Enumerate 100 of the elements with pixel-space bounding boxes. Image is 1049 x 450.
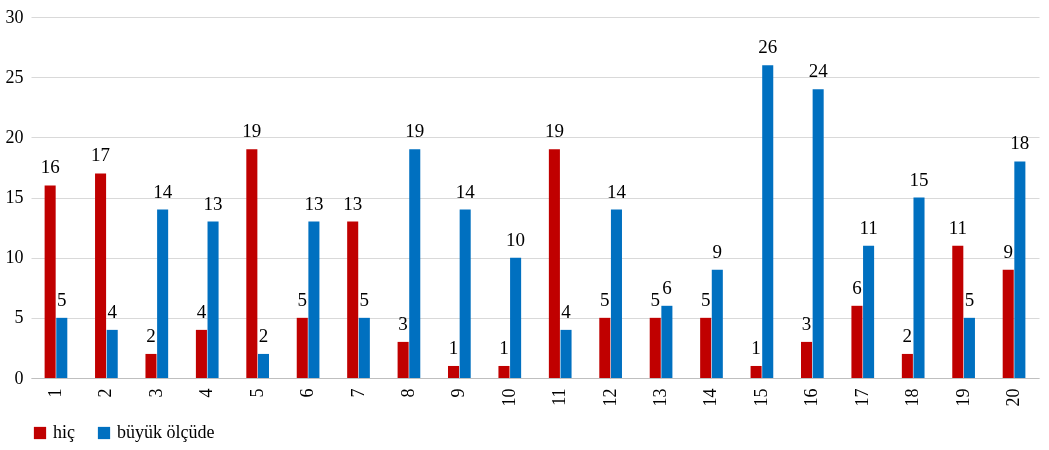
data-label: 6: [662, 276, 672, 298]
data-label: 4: [196, 300, 207, 322]
bar: [548, 149, 560, 378]
bar: [448, 365, 460, 378]
data-label: 13: [304, 192, 324, 214]
bar: [649, 317, 661, 378]
bar: [358, 317, 370, 378]
data-label: 15: [909, 168, 929, 190]
legend-label: hiç: [53, 422, 75, 442]
y-tick-label: 25: [5, 66, 24, 87]
data-label: 14: [455, 180, 476, 202]
bar: [762, 65, 774, 378]
x-tick-label: 17: [851, 388, 872, 407]
x-tick-label: 11: [549, 388, 570, 406]
x-tick-label: 10: [498, 388, 519, 407]
data-label: 3: [398, 312, 408, 334]
bar: [157, 209, 169, 378]
data-label: 9: [1003, 240, 1013, 262]
bar: [863, 245, 875, 378]
bar: [95, 173, 107, 378]
x-tick-label: 1: [44, 388, 65, 398]
bar: [207, 221, 219, 378]
data-label: 6: [852, 276, 862, 298]
data-label: 2: [902, 324, 913, 346]
data-label: 2: [258, 324, 269, 346]
data-label: 19: [544, 120, 564, 142]
data-label: 10: [506, 228, 526, 250]
bar: [901, 353, 913, 378]
data-label: 4: [107, 300, 118, 322]
data-label: 9: [712, 240, 723, 262]
data-label: 18: [1010, 132, 1030, 154]
data-label: 19: [405, 120, 425, 142]
data-label: 11: [859, 216, 878, 238]
bar: [246, 149, 258, 378]
x-tick-label: 5: [246, 388, 267, 398]
data-label: 16: [40, 156, 60, 178]
bar: [106, 329, 118, 378]
y-tick-label: 20: [5, 126, 24, 147]
bar: [498, 365, 510, 378]
bar: [145, 353, 157, 378]
bar: [800, 341, 813, 378]
bar: [510, 257, 522, 378]
x-tick-label: 2: [95, 388, 116, 398]
data-label: 14: [153, 180, 173, 202]
bar: [700, 317, 712, 378]
data-label: 4: [561, 300, 572, 322]
bar: [195, 329, 207, 378]
bar: [409, 149, 421, 378]
bar: [44, 185, 56, 378]
data-label: 24: [808, 60, 829, 82]
data-label: 26: [758, 36, 778, 58]
bar: [397, 341, 409, 378]
x-tick-label: 16: [801, 388, 822, 407]
bar: [711, 269, 723, 378]
data-label: 1: [499, 336, 509, 358]
bar: [257, 353, 270, 378]
bar: [610, 209, 622, 378]
bar: [952, 245, 964, 378]
data-label: 5: [700, 288, 711, 310]
x-tick-label: 20: [1003, 388, 1024, 407]
bar: [661, 305, 673, 378]
data-label: 2: [146, 324, 156, 346]
bar: [812, 89, 824, 378]
data-label: 11: [948, 216, 967, 238]
data-label: 19: [242, 120, 262, 142]
bar: [560, 329, 572, 378]
bar: [963, 317, 975, 378]
data-label: 13: [203, 192, 223, 214]
x-tick-label: 12: [599, 388, 620, 407]
legend-label: büyük ölçüde: [117, 422, 215, 442]
x-tick-label: 7: [347, 388, 368, 398]
bar: [851, 305, 863, 378]
bar: [56, 317, 68, 378]
data-label: 5: [359, 288, 370, 310]
data-label: 5: [964, 288, 975, 310]
x-tick-label: 19: [952, 388, 973, 407]
x-tick-label: 18: [902, 388, 923, 407]
x-tick-label: 6: [297, 388, 318, 398]
y-tick-label: 5: [14, 307, 24, 328]
x-tick-label: 4: [196, 388, 217, 398]
x-tick-label: 14: [700, 388, 721, 407]
data-label: 5: [57, 288, 67, 310]
x-tick-label: 9: [448, 388, 469, 398]
data-label: 5: [297, 288, 308, 310]
bar: [750, 365, 762, 378]
y-tick-label: 10: [5, 247, 24, 268]
y-tick-label: 15: [5, 187, 24, 207]
x-tick-label: 13: [650, 388, 671, 407]
x-tick-label: 3: [145, 388, 166, 398]
bar: [459, 209, 471, 378]
x-tick-label: 8: [397, 388, 418, 398]
data-label: 14: [606, 180, 627, 202]
bar: [296, 317, 308, 378]
data-label: 5: [650, 288, 660, 310]
data-label: 1: [448, 336, 459, 358]
y-tick-label: 0: [14, 367, 24, 388]
bar: [308, 221, 320, 378]
data-label: 17: [91, 144, 111, 166]
bar: [1002, 269, 1014, 378]
data-label: 1: [751, 336, 761, 358]
